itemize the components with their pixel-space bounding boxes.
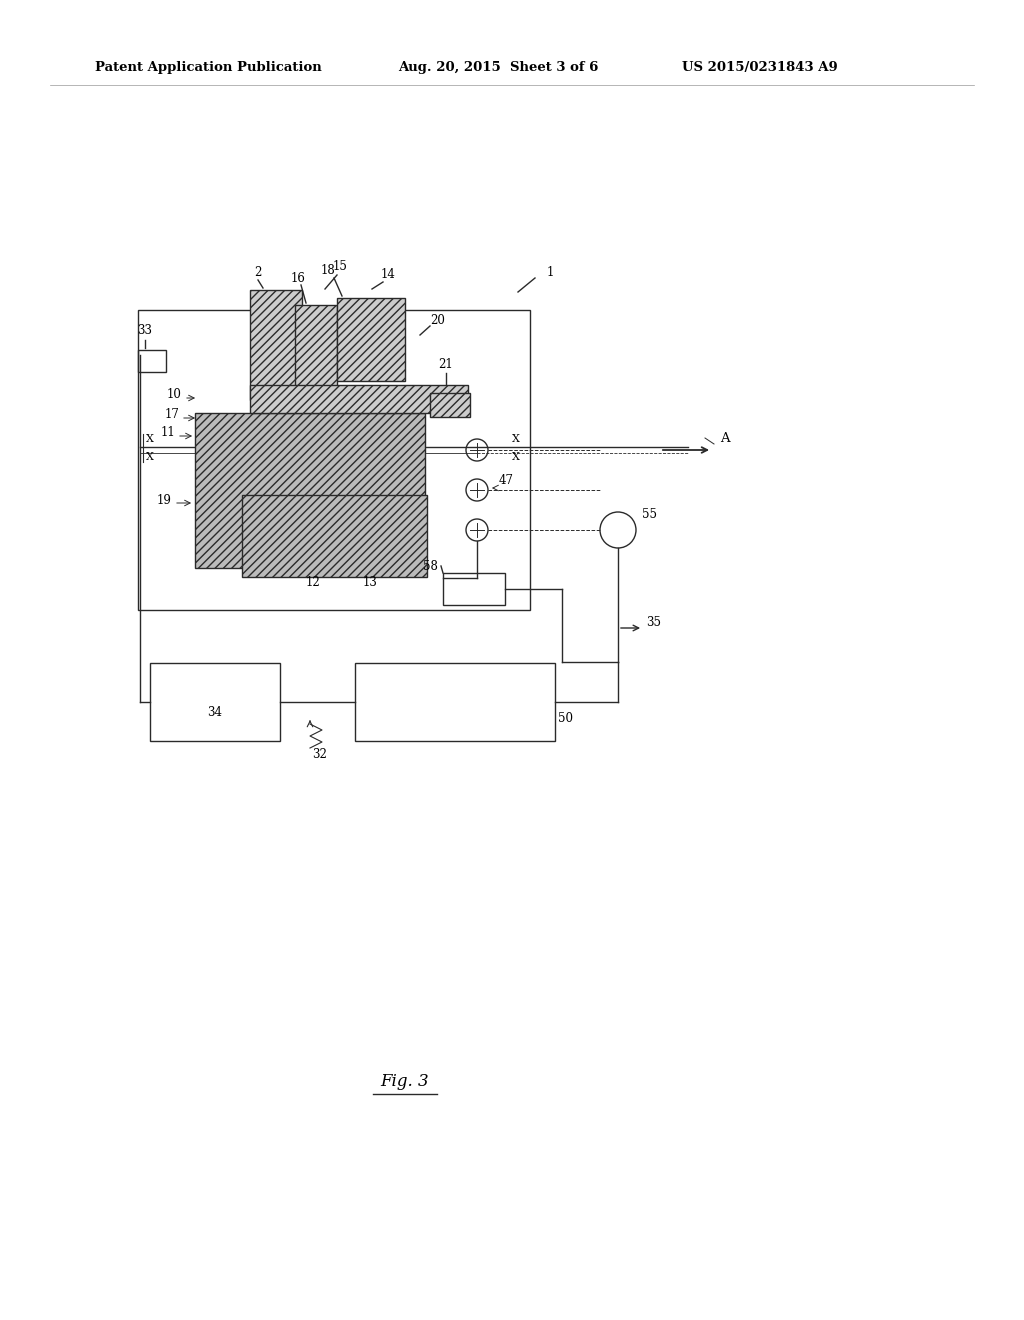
Bar (150, 663, 280, 741)
Text: 13: 13 (362, 576, 378, 589)
Text: 11: 11 (160, 426, 175, 440)
Text: X: X (146, 434, 154, 444)
Bar (337, 298, 406, 381)
Text: 58: 58 (423, 560, 438, 573)
Text: X: X (512, 451, 520, 462)
Bar (250, 385, 468, 413)
Text: A: A (720, 432, 730, 445)
Text: 16: 16 (291, 272, 305, 285)
Text: 19: 19 (157, 494, 172, 507)
Text: 34: 34 (208, 706, 222, 719)
Text: 18: 18 (321, 264, 336, 277)
Text: Aug. 20, 2015  Sheet 3 of 6: Aug. 20, 2015 Sheet 3 of 6 (398, 62, 598, 74)
Text: US 2015/0231843 A9: US 2015/0231843 A9 (682, 62, 838, 74)
Text: 55: 55 (642, 508, 657, 521)
Text: Fig. 3: Fig. 3 (381, 1073, 429, 1090)
Bar (138, 310, 530, 610)
Text: 32: 32 (312, 748, 328, 762)
Bar (242, 495, 427, 577)
Text: 1: 1 (547, 265, 554, 279)
Bar (250, 290, 302, 400)
Text: 17: 17 (164, 408, 179, 421)
Text: 10: 10 (167, 388, 182, 401)
Text: 21: 21 (438, 359, 454, 371)
Text: X: X (146, 451, 154, 462)
Text: X: X (512, 434, 520, 444)
Text: 12: 12 (305, 576, 321, 589)
Text: 20: 20 (430, 314, 445, 326)
Bar (195, 413, 425, 568)
Bar (443, 573, 505, 605)
Bar (138, 350, 166, 372)
Text: 14: 14 (381, 268, 395, 281)
Text: 2: 2 (254, 265, 262, 279)
Text: 33: 33 (137, 323, 153, 337)
Bar (430, 393, 470, 417)
Text: Patent Application Publication: Patent Application Publication (95, 62, 322, 74)
Text: 15: 15 (333, 260, 347, 273)
Text: 35: 35 (646, 615, 662, 628)
Bar (355, 663, 555, 741)
Text: 50: 50 (558, 711, 573, 725)
Bar (295, 305, 337, 393)
Text: 47: 47 (499, 474, 514, 487)
